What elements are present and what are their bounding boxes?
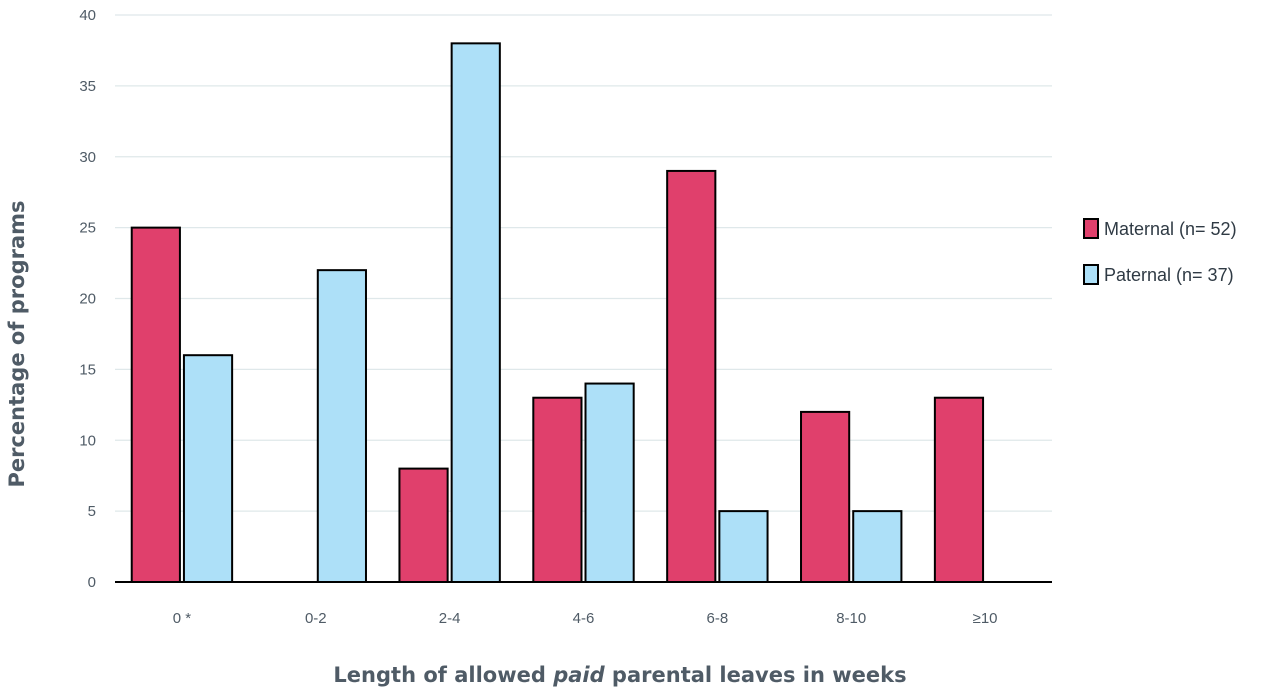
x-tick-label: 2-4 xyxy=(439,610,461,627)
legend-swatch-maternal xyxy=(1083,218,1099,239)
y-tick-label: 40 xyxy=(79,7,96,24)
x-axis-title-part-1: Length of allowed xyxy=(333,663,553,687)
bar-paternal-3 xyxy=(450,42,501,584)
bar-maternal-3 xyxy=(398,467,449,584)
x-tick-label: ≥10 xyxy=(973,610,998,627)
y-tick-label: 10 xyxy=(79,432,96,449)
bar-maternal-5 xyxy=(666,169,717,584)
bar-maternal-6 xyxy=(800,410,851,583)
x-tick-label: 8-10 xyxy=(836,610,866,627)
bar-maternal-1 xyxy=(130,226,181,583)
legend: Maternal (n= 52) Paternal (n= 37) xyxy=(1083,218,1237,285)
x-tick-label: 0-2 xyxy=(305,610,327,627)
y-tick-label: 25 xyxy=(79,220,96,237)
x-tick-label: 6-8 xyxy=(707,610,729,627)
bar-maternal-7 xyxy=(933,396,985,583)
x-tick-label: 4-6 xyxy=(573,610,595,627)
legend-label-paternal: Paternal (n= 37) xyxy=(1104,265,1234,285)
y-tick-label: 15 xyxy=(79,361,96,378)
bar-paternal-1 xyxy=(182,354,234,584)
bar-paternal-5 xyxy=(718,510,769,583)
legend-swatch-paternal xyxy=(1083,264,1099,285)
bar-paternal-4 xyxy=(584,382,635,583)
x-axis-title-emphasis: paid xyxy=(552,663,605,687)
y-tick-label: 0 xyxy=(88,574,96,591)
y-tick-label: 5 xyxy=(88,503,96,520)
x-tick-label: 0 * xyxy=(173,610,192,627)
y-axis-ticks: 0 5 10 15 20 25 30 35 40 xyxy=(79,7,96,591)
x-axis-ticks: 0 * 0-2 2-4 4-6 6-8 8-10 ≥10 xyxy=(173,610,998,627)
bar-maternal-4 xyxy=(532,396,583,583)
y-tick-label: 30 xyxy=(79,149,96,166)
x-axis-title: Length of allowed paid parental leaves i… xyxy=(333,663,906,687)
y-axis-title: Percentage of programs xyxy=(5,200,29,487)
bars xyxy=(130,42,985,584)
gridlines xyxy=(115,14,1052,512)
legend-label-maternal: Maternal (n= 52) xyxy=(1104,219,1237,239)
y-tick-label: 20 xyxy=(79,291,96,308)
y-tick-label: 35 xyxy=(79,78,96,95)
x-axis-title-part-2: parental leaves in weeks xyxy=(605,663,907,687)
bar-paternal-6 xyxy=(852,510,903,583)
bar-paternal-2 xyxy=(316,269,367,583)
